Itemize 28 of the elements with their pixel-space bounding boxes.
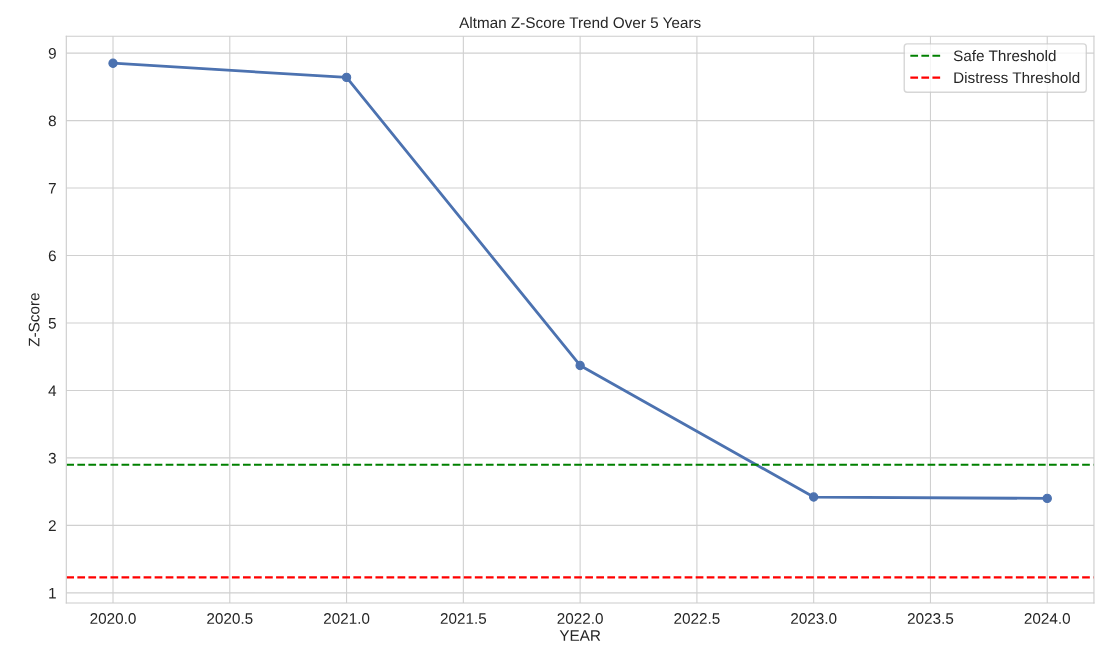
point: [575, 360, 585, 371]
point: [108, 58, 118, 68]
legend-label: Safe Threshold: [953, 50, 1056, 62]
x-tick-label: 2023.5: [907, 613, 954, 624]
chart-title: Altman Z-Score Trend Over 5 Years: [459, 16, 701, 29]
x-tick-label: 2023.0: [791, 613, 837, 624]
y-tick-label: 6: [48, 250, 56, 262]
y-tick-label: 4: [48, 385, 57, 396]
point: [1042, 493, 1052, 504]
y-tick-label: 2: [48, 520, 56, 531]
y-tick-label: 7: [48, 183, 56, 194]
legend-label: Distress Threshold: [954, 71, 1080, 84]
x-tick-label: 2024.0: [1024, 613, 1071, 624]
point: [341, 72, 352, 83]
x-tick-label: 2020.5: [207, 613, 253, 624]
x-tick-label: 2021.0: [323, 613, 370, 624]
y-tick-label: 5: [48, 318, 56, 329]
y-axis-title: Z-Score: [28, 293, 40, 347]
x-tick-label: 2021.5: [440, 613, 487, 624]
x-axis-title: YEAR: [559, 630, 601, 641]
x-tick-label: 2020.0: [90, 613, 136, 624]
point: [809, 492, 819, 502]
x-tick-label: 2022.0: [557, 613, 603, 624]
y-tick-label: 9: [48, 47, 56, 59]
x-tick-label: 2022.5: [674, 613, 720, 624]
y-tick-label: 8: [48, 115, 56, 127]
y-tick-label: 1: [49, 587, 56, 599]
y-tick-label: 3: [48, 452, 56, 464]
